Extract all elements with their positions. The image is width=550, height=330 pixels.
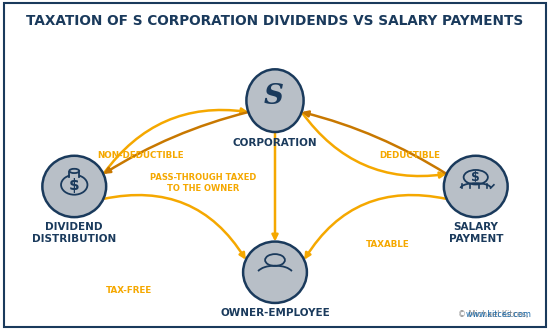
Text: SALARY
PAYMENT: SALARY PAYMENT [448, 222, 503, 245]
Text: © Michael Kitces,: © Michael Kitces, [458, 311, 531, 319]
FancyArrowPatch shape [272, 132, 278, 239]
Text: DIVIDEND
DISTRIBUTION: DIVIDEND DISTRIBUTION [32, 222, 117, 245]
Text: S: S [263, 83, 283, 110]
Text: CORPORATION: CORPORATION [233, 138, 317, 148]
FancyArrowPatch shape [103, 195, 244, 257]
Text: $: $ [69, 178, 80, 193]
FancyArrowPatch shape [301, 112, 444, 178]
Text: www.kitces.com: www.kitces.com [386, 311, 531, 319]
Text: TAX-FREE: TAX-FREE [106, 286, 152, 295]
Text: OWNER-EMPLOYEE: OWNER-EMPLOYEE [220, 308, 330, 318]
FancyArrowPatch shape [304, 112, 447, 174]
Ellipse shape [42, 156, 106, 217]
FancyArrowPatch shape [306, 195, 447, 257]
Ellipse shape [243, 242, 307, 303]
Text: NON-DEDUCTIBLE: NON-DEDUCTIBLE [97, 150, 184, 160]
Text: PASS-THROUGH TAXED
TO THE OWNER: PASS-THROUGH TAXED TO THE OWNER [150, 174, 257, 193]
Text: TAXABLE: TAXABLE [366, 240, 410, 249]
Text: $: $ [471, 171, 480, 184]
Ellipse shape [444, 156, 508, 217]
Text: TAXATION OF S CORPORATION DIVIDENDS VS SALARY PAYMENTS: TAXATION OF S CORPORATION DIVIDENDS VS S… [26, 14, 524, 28]
FancyArrowPatch shape [103, 109, 246, 174]
Ellipse shape [246, 69, 304, 132]
Bar [70, 172, 79, 177]
FancyArrowPatch shape [106, 112, 249, 173]
Text: DEDUCTIBLE: DEDUCTIBLE [379, 150, 440, 160]
